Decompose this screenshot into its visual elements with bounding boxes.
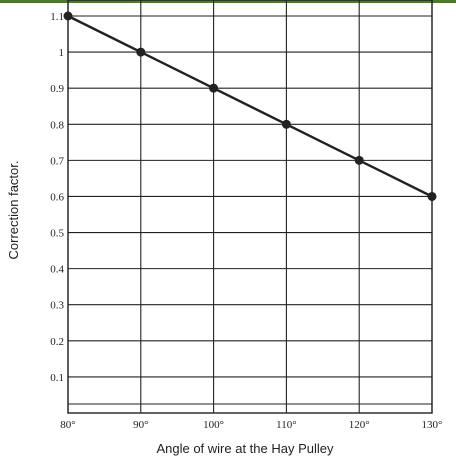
data-point bbox=[354, 155, 364, 165]
data-point bbox=[281, 119, 291, 129]
y-tick-labels: 0.1 0.2 0.3 0.4 0.5 0.6 0.7 0.8 0.9 1 1.1 bbox=[50, 11, 64, 384]
y-tick-label: 0.1 bbox=[50, 372, 64, 384]
x-axis-title: Angle of wire at the Hay Pulley bbox=[156, 441, 334, 456]
x-tick-label: 100° bbox=[203, 419, 224, 431]
y-tick-label: 0.7 bbox=[50, 155, 64, 167]
y-tick-label: 0.9 bbox=[50, 83, 64, 95]
data-point bbox=[209, 83, 219, 93]
series-line bbox=[67, 14, 433, 198]
y-tick-label: 0.8 bbox=[50, 119, 64, 131]
x-tick-label: 130° bbox=[422, 419, 443, 431]
x-tick-label: 90° bbox=[133, 419, 148, 431]
plot-frame bbox=[67, 0, 433, 414]
x-tick-label: 110° bbox=[276, 419, 297, 431]
y-tick-label: 0.4 bbox=[50, 264, 64, 276]
data-point bbox=[136, 47, 146, 57]
x-tick-labels: 80° 90° 100° 110° 120° 130° bbox=[60, 419, 442, 431]
top-accent-bar bbox=[0, 0, 456, 3]
data-point bbox=[427, 191, 437, 201]
y-tick-label: 1.1 bbox=[50, 11, 64, 23]
data-points bbox=[63, 11, 437, 201]
y-tick-label: 0.2 bbox=[50, 336, 64, 348]
grid bbox=[67, 0, 433, 414]
data-point bbox=[63, 11, 73, 21]
y-tick-label: 0.5 bbox=[50, 228, 64, 240]
y-axis-title: Correction factor. bbox=[6, 161, 21, 260]
y-tick-label: 0.6 bbox=[50, 191, 64, 203]
x-tick-label: 80° bbox=[60, 419, 75, 431]
x-tick-label: 120° bbox=[349, 419, 370, 431]
y-tick-label: 0.3 bbox=[50, 300, 64, 312]
y-tick-label: 1 bbox=[59, 47, 65, 59]
